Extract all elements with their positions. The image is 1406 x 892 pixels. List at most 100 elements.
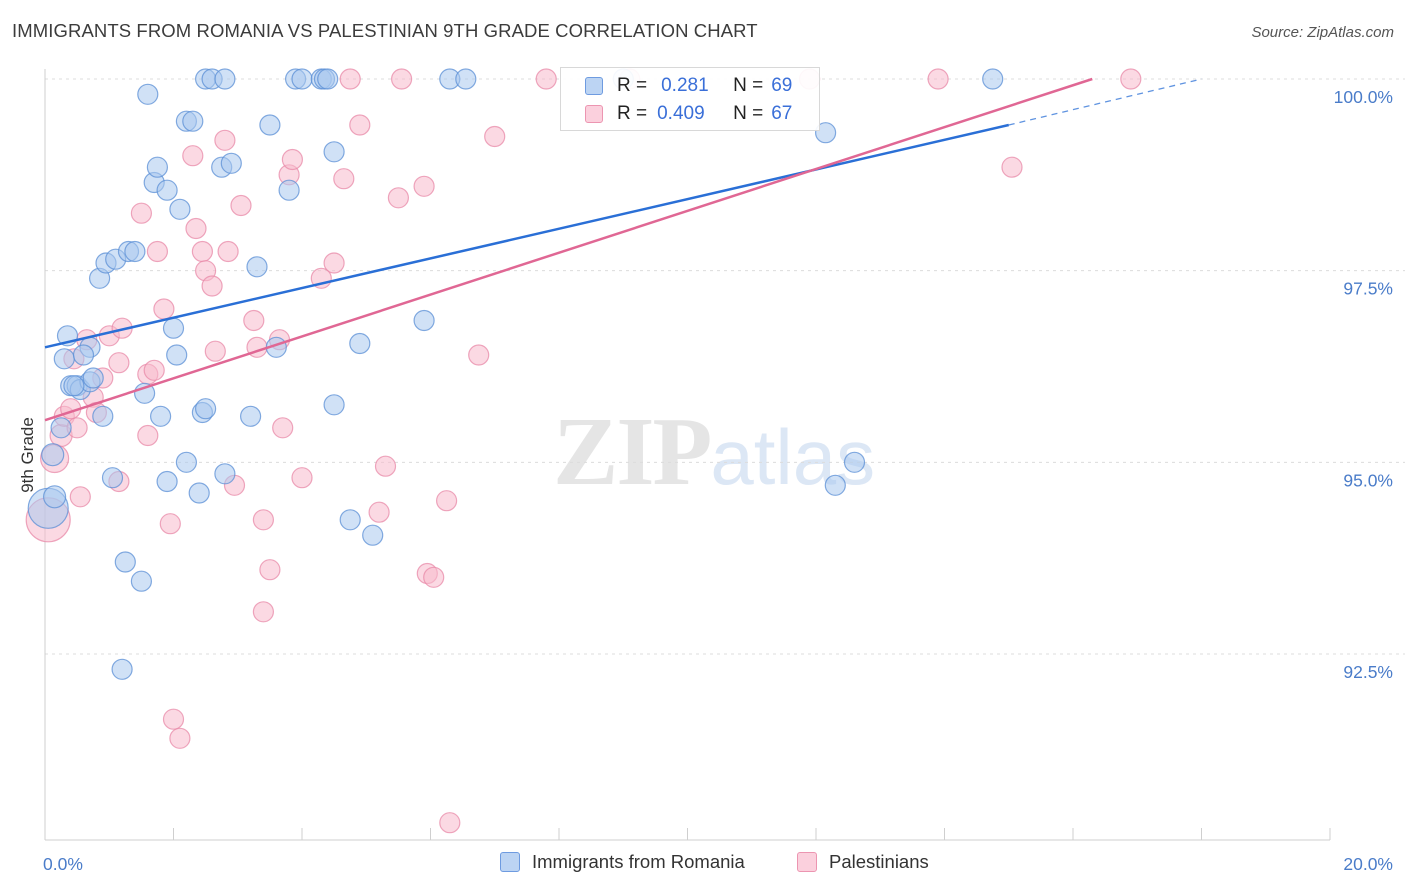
- legend-swatch-pink: [585, 105, 603, 123]
- palestinians-point: [413, 175, 435, 197]
- romania-point: [195, 398, 217, 420]
- romania-point: [156, 470, 178, 493]
- romania-point: [362, 524, 384, 546]
- palestinians-point: [169, 727, 191, 749]
- palestinians-point: [185, 217, 207, 240]
- romania-point: [413, 309, 435, 332]
- romania-point: [182, 110, 204, 132]
- palestinians-point: [391, 68, 413, 90]
- romania-point: [166, 344, 188, 366]
- palestinians-point: [484, 125, 506, 148]
- romania-point: [339, 509, 361, 531]
- bottom-legend-label-palestinians: Palestinians: [829, 851, 929, 872]
- palestinians-point: [146, 240, 168, 263]
- palestinians-point: [137, 424, 159, 447]
- romania-point: [278, 179, 300, 201]
- palestinians-point: [162, 708, 185, 730]
- romania-point: [92, 405, 114, 427]
- palestinians-point: [368, 501, 390, 523]
- palestinians-point: [927, 68, 949, 90]
- palestinians-point: [182, 145, 204, 167]
- bottom-legend-swatch-pink: [797, 852, 817, 872]
- palestinians-point: [1001, 156, 1023, 178]
- bottom-legend-swatch-blue: [500, 852, 520, 872]
- palestinians-point: [217, 240, 239, 263]
- trend-lines: [44, 77, 1202, 422]
- x-tick-label: 20.0%: [1343, 854, 1393, 874]
- watermark-zip: ZIP: [553, 398, 712, 506]
- romania-point: [323, 394, 345, 416]
- romania-point: [50, 417, 72, 439]
- bottom-legend-label-romania: Immigrants from Romania: [532, 851, 745, 872]
- romania-point: [146, 156, 168, 178]
- palestinians-point: [252, 509, 274, 531]
- palestinians-point: [69, 486, 91, 508]
- palestinians-point: [339, 68, 361, 90]
- palestinians-point: [272, 417, 294, 439]
- palestinians-point: [323, 252, 345, 274]
- palestinians-point: [423, 566, 445, 588]
- palestinians-point: [349, 114, 371, 136]
- legend-r-value: 0.281: [661, 75, 709, 96]
- palestinians-point: [159, 513, 181, 535]
- romania-point: [455, 68, 477, 90]
- romania-point: [111, 658, 133, 680]
- romania-point: [82, 367, 104, 389]
- palestinians-points: [25, 68, 1142, 834]
- palestinians-point: [281, 148, 303, 171]
- x-tick-label: 0.0%: [43, 854, 83, 874]
- palestinians-point: [387, 187, 409, 209]
- romania-point: [349, 332, 371, 355]
- romania-point: [982, 68, 1004, 90]
- bottom-legend-palestinians: Palestinians: [797, 851, 929, 873]
- legend-r-label: R =: [617, 75, 648, 96]
- romania-point: [150, 405, 172, 427]
- romania-point: [101, 467, 124, 489]
- romania-point: [130, 570, 152, 592]
- tick-labels: 92.5% 95.0% 97.5% 100.0% 0.0% 20.0% 9th Grade: [18, 87, 1393, 874]
- palestinians-trend-line: [44, 77, 1093, 422]
- legend-n-value: 67: [771, 103, 793, 124]
- legend-n-label: N =: [733, 103, 764, 124]
- legend-row-palestinians: R = 0.409 N = 67: [585, 102, 792, 126]
- romania-point: [814, 122, 837, 144]
- palestinians-point: [436, 490, 458, 512]
- palestinians-point: [291, 467, 313, 489]
- correlation-legend: R = 0.281 N = 69 R = 0.409 N = 67: [560, 67, 820, 131]
- axes: [44, 69, 1331, 841]
- palestinians-point: [374, 455, 397, 477]
- source-credit: Source: ZipAtlas.com: [1251, 24, 1394, 41]
- romania-point: [169, 198, 191, 220]
- romania-point: [175, 451, 197, 473]
- legend-row-romania: R = 0.281 N = 69: [585, 74, 792, 98]
- romania-point: [124, 240, 146, 263]
- romania-trend-line: [44, 123, 1010, 349]
- y-tick-label: 92.5%: [1343, 662, 1393, 682]
- palestinians-point: [535, 68, 557, 90]
- romania-point: [317, 68, 339, 90]
- romania-point: [824, 474, 846, 496]
- palestinians-point: [201, 275, 223, 297]
- romania-point: [137, 83, 159, 105]
- romania-point: [246, 256, 268, 278]
- palestinians-point: [1120, 68, 1142, 90]
- palestinians-point: [439, 812, 461, 834]
- legend-r-value: 0.409: [657, 103, 705, 124]
- romania-point: [214, 463, 236, 485]
- romania-point: [214, 68, 236, 90]
- romania-point: [220, 152, 242, 174]
- palestinians-point: [230, 194, 252, 217]
- romania-point: [188, 482, 210, 504]
- palestinians-point: [143, 359, 165, 381]
- palestinians-point: [130, 202, 152, 224]
- legend-swatch-blue: [585, 77, 603, 95]
- palestinians-point: [214, 129, 236, 151]
- bottom-legend-romania: Immigrants from Romania: [500, 851, 745, 873]
- palestinians-point: [333, 168, 355, 190]
- romania-points: [27, 68, 1004, 680]
- gridlines: [45, 78, 1405, 655]
- romania-point: [72, 344, 95, 366]
- romania-point: [42, 485, 67, 509]
- romania-point: [41, 443, 65, 467]
